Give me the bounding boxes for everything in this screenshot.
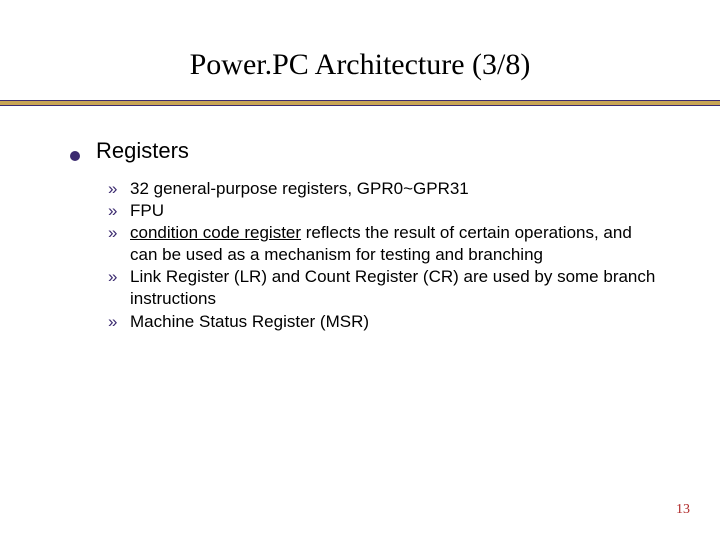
level2-text: Link Register (LR) and Count Register (C… bbox=[130, 266, 660, 310]
bullet-level2: »condition code register reflects the re… bbox=[108, 222, 660, 266]
horizontal-divider bbox=[0, 100, 720, 106]
level2-text: FPU bbox=[130, 200, 660, 222]
bullet-level2: »FPU bbox=[108, 200, 660, 222]
level2-text: 32 general-purpose registers, GPR0~GPR31 bbox=[130, 178, 660, 200]
bullet-level2: »32 general-purpose registers, GPR0~GPR3… bbox=[108, 178, 660, 200]
level1-heading: Registers bbox=[96, 138, 189, 164]
level2-text: condition code register reflects the res… bbox=[130, 222, 660, 266]
bullet-level2: »Machine Status Register (MSR) bbox=[108, 311, 660, 333]
chevron-bullet-icon: » bbox=[108, 266, 130, 288]
slide-title: Power.PC Architecture (3/8) bbox=[0, 0, 720, 100]
bullet-level1: Registers bbox=[70, 138, 660, 164]
bullet-level2: »Link Register (LR) and Count Register (… bbox=[108, 266, 660, 310]
level2-text: Machine Status Register (MSR) bbox=[130, 311, 660, 333]
chevron-bullet-icon: » bbox=[108, 222, 130, 244]
chevron-bullet-icon: » bbox=[108, 178, 130, 200]
chevron-bullet-icon: » bbox=[108, 200, 130, 222]
page-number: 13 bbox=[676, 502, 690, 518]
bullet-level2-list: »32 general-purpose registers, GPR0~GPR3… bbox=[70, 178, 660, 333]
chevron-bullet-icon: » bbox=[108, 311, 130, 333]
content-area: Registers »32 general-purpose registers,… bbox=[0, 138, 720, 333]
disc-bullet-icon bbox=[70, 151, 80, 161]
underlined-term: condition code register bbox=[130, 223, 301, 242]
